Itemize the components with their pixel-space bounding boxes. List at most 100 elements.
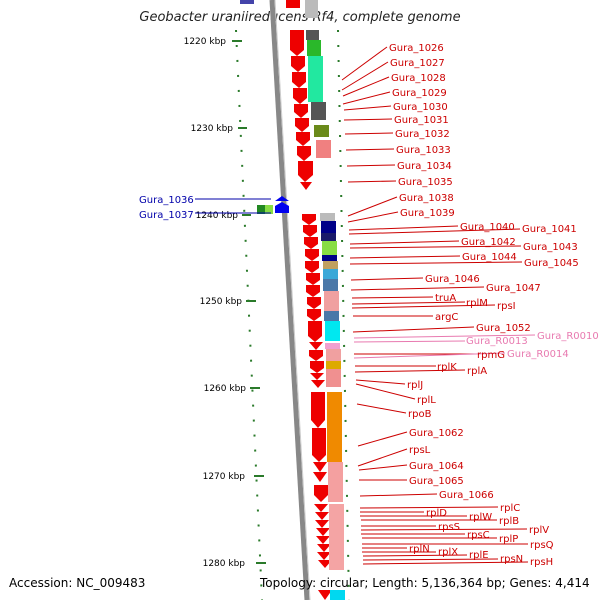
cog-block [307, 40, 321, 56]
gene-arrow [318, 590, 332, 600]
leader-line [357, 431, 408, 447]
gene-arrow [309, 342, 323, 350]
leader-line [348, 228, 521, 235]
gene-label[interactable]: Gura_1036 [139, 195, 194, 206]
leader-line [347, 196, 398, 217]
ruler-tick-1280: 1280 kbp [203, 559, 266, 569]
gene-label[interactable]: rpmG [477, 350, 505, 361]
gene-label[interactable]: rplK [437, 362, 457, 373]
gene-label[interactable]: Gura_1041 [522, 224, 577, 235]
gene-arrow [305, 261, 319, 273]
gene-label[interactable]: rplW [469, 512, 492, 523]
gene-label[interactable]: Gura_1029 [392, 88, 447, 99]
label-leader-lines [195, 46, 536, 565]
gene-label[interactable]: rpoB [408, 409, 432, 420]
gene-arrow [293, 88, 307, 104]
gene-arrow [313, 472, 327, 482]
gene-label[interactable]: rpsL [409, 445, 431, 456]
gene-label[interactable]: Gura_1033 [396, 145, 451, 156]
ruler-label: 1250 kbp [200, 297, 243, 307]
gene-label[interactable]: rplL [417, 395, 436, 406]
ruler-label: 1240 kbp [196, 211, 239, 221]
topology-label: Topology: circular; Length: 5,136,364 bp… [260, 576, 590, 590]
gene-label[interactable]: rplC [500, 503, 520, 514]
cog-block [324, 291, 339, 311]
gene-arrow [313, 462, 327, 472]
gene-label[interactable]: Gura_1028 [391, 73, 446, 84]
inner-track-line [337, 29, 350, 600]
leader-line [353, 340, 466, 343]
gene-arrow [317, 552, 331, 560]
gene-label[interactable]: Gura_1030 [393, 102, 448, 113]
gene-label[interactable]: Gura_1047 [486, 283, 541, 294]
gene-label[interactable]: Gura_1066 [439, 490, 494, 501]
leader-line [362, 558, 499, 561]
gene-label[interactable]: Gura_1065 [409, 476, 464, 487]
cog-block [314, 125, 329, 137]
gene-label[interactable]: rpsQ [530, 540, 554, 551]
gene-arrow [311, 392, 325, 428]
ruler-label: 1280 kbp [203, 559, 246, 569]
cog-block [323, 279, 338, 291]
gene-label[interactable]: Gura_1026 [389, 43, 444, 54]
cog-block [306, 30, 319, 40]
forward-gene-track [286, 0, 332, 600]
gene-label[interactable]: Gura_1040 [460, 222, 515, 233]
cog-block [322, 241, 337, 255]
gene-label[interactable]: rpsI [497, 301, 516, 312]
gene-label[interactable]: Gura_1062 [409, 428, 464, 439]
leader-line [343, 118, 393, 121]
reverse-gene-arrow [275, 196, 289, 201]
gene-label[interactable]: rplA [467, 366, 487, 377]
gene-block [257, 205, 265, 214]
gene-label[interactable]: Gura_1038 [399, 193, 454, 204]
gene-label[interactable]: truA [435, 293, 456, 304]
gene-label[interactable]: Gura_1052 [476, 323, 531, 334]
gene-label[interactable]: Gura_1034 [397, 161, 452, 172]
gene-label[interactable]: Gura_1064 [409, 461, 464, 472]
leader-line [352, 326, 475, 333]
gene-arrow [306, 273, 320, 285]
outer-track-line [235, 29, 263, 600]
gene-label[interactable]: Gura_1046 [425, 274, 480, 285]
cog-block [326, 349, 341, 361]
gene-label[interactable]: Gura_1037 [139, 210, 194, 221]
gene-label[interactable]: rplX [438, 547, 458, 558]
gene-label[interactable]: rplM [466, 298, 488, 309]
gene-label[interactable]: rplJ [407, 380, 423, 391]
gene-label[interactable]: rpsH [530, 557, 553, 568]
gene-label[interactable]: Gura_1042 [461, 237, 516, 248]
gene-label[interactable]: Gura_R0013 [466, 336, 528, 347]
cog-block [322, 255, 337, 261]
gene-label[interactable]: Gura_1027 [390, 58, 445, 69]
gene-label[interactable]: rplN [409, 544, 430, 555]
leader-line [344, 132, 394, 135]
gene-label[interactable]: Gura_1035 [398, 177, 453, 188]
gene-arrow [314, 485, 328, 502]
gene-label[interactable]: Gura_1044 [462, 252, 517, 263]
gene-label[interactable]: rplD [426, 508, 447, 519]
gene-label[interactable]: Gura_R0014 [507, 349, 569, 360]
gene-label[interactable]: rplV [529, 525, 549, 536]
gene-label[interactable]: Gura_1045 [524, 258, 579, 269]
gene-label[interactable]: rpsS [438, 522, 460, 533]
gene-label[interactable]: Gura_1039 [400, 208, 455, 219]
gene-label[interactable]: Gura_1032 [395, 129, 450, 140]
leader-line [347, 211, 399, 223]
gene-label[interactable]: rpsC [467, 530, 490, 541]
gene-label[interactable]: Gura_R0010 [537, 331, 599, 342]
gene-arrow [304, 237, 318, 249]
gene-label[interactable]: Gura_1031 [394, 115, 449, 126]
ruler-tick-1260: 1260 kbp [204, 384, 260, 394]
gene-arrow [305, 249, 319, 261]
ruler-tick-1220: 1220 kbp [184, 37, 242, 47]
gene-label[interactable]: Gura_1043 [523, 242, 578, 253]
gene-label[interactable]: rplP [499, 534, 518, 545]
gene-arrow [318, 560, 332, 568]
reverse-gene-track [240, 0, 289, 214]
gene-label[interactable]: rplB [499, 516, 519, 527]
gene-label[interactable]: rpsN [500, 554, 523, 565]
gene-label[interactable]: argC [435, 312, 458, 323]
gene-label[interactable]: rplE [469, 550, 489, 561]
gene-arrow [303, 225, 317, 237]
